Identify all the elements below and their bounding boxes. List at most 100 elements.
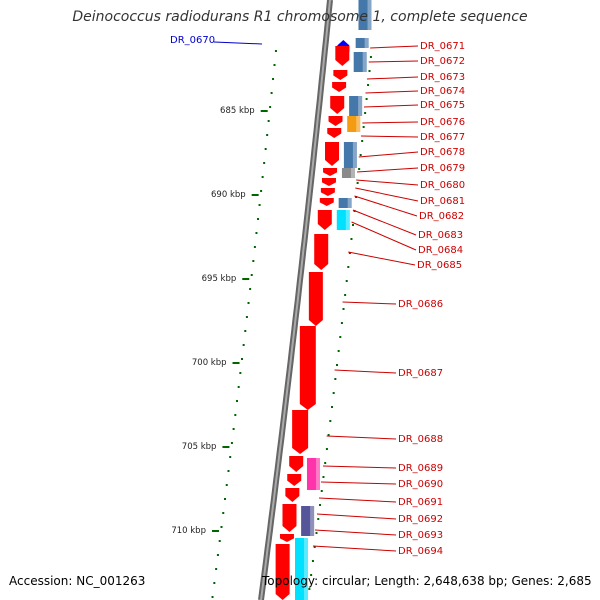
gene-label: DR_0677 (420, 132, 465, 143)
inner-tick (327, 434, 330, 436)
inner-tick (350, 238, 353, 240)
gene-arrow-forward (317, 210, 332, 230)
inner-tick (362, 126, 365, 128)
inner-tick (315, 532, 318, 534)
inner-tick (310, 574, 313, 576)
outer-tick (255, 232, 258, 234)
inner-tick (308, 588, 311, 590)
gene-arrows (275, 40, 350, 600)
leader-line (354, 195, 418, 217)
accession-text: Accession: NC_001263 (9, 574, 146, 588)
outer-tick (230, 442, 233, 444)
inner-tick (325, 448, 328, 450)
feature-bar (358, 0, 372, 30)
outer-tick (247, 302, 250, 304)
inner-tick (320, 490, 323, 492)
gene-arrow-forward (328, 116, 343, 126)
outer-tick (269, 106, 272, 108)
inner-tick (332, 392, 335, 394)
feature-bar-shade (352, 142, 357, 168)
outer-tick (244, 330, 247, 332)
leader-line (326, 435, 397, 440)
outer-tick (258, 204, 261, 206)
feature-bar (301, 506, 315, 536)
leader-line (358, 151, 419, 158)
inner-tick (311, 560, 314, 562)
gene-label: DR_0685 (417, 260, 462, 271)
gene-label: DR_0683 (418, 230, 463, 241)
gene-arrow-forward (308, 272, 323, 326)
inner-tick (334, 378, 337, 380)
outer-tick (218, 540, 221, 542)
feature-bar-shade (345, 210, 350, 230)
leader-line (352, 209, 417, 236)
feature-bar (336, 210, 350, 230)
feature-bar-shade (364, 38, 369, 48)
leader-line (355, 187, 419, 202)
gene-label: DR_0676 (420, 117, 465, 128)
scale-label: 700 kbp (192, 358, 227, 368)
outer-tick (211, 596, 214, 598)
feature-bar (355, 38, 369, 48)
inner-tick (331, 406, 333, 408)
scale-label: 685 kbp (220, 106, 255, 116)
feature-bar-shade (350, 168, 355, 178)
inner-tick (313, 546, 316, 548)
inner-tick (344, 294, 347, 296)
gene-label: DR_0686 (398, 299, 443, 310)
feature-bar-shade (358, 96, 363, 116)
chromosome-backbone (258, 0, 333, 600)
gene-label: DR_0688 (398, 434, 443, 445)
feature-bar-shade (310, 506, 315, 536)
outer-tick (222, 512, 225, 514)
outer-tick (227, 470, 230, 472)
inner-tick (361, 140, 364, 142)
major-tick (242, 278, 250, 280)
inner-tick (359, 154, 362, 156)
inner-tick (342, 308, 345, 310)
inner-tick (356, 182, 359, 184)
gene-label: DR_0689 (398, 463, 443, 474)
gene-arrow-forward (320, 188, 335, 196)
outer-tick (242, 344, 245, 346)
outer-tick (261, 176, 264, 178)
leader-line (362, 121, 419, 124)
major-tick (211, 530, 219, 532)
feature-bar-shade (347, 198, 352, 208)
gene-label: DR_0684 (418, 245, 463, 256)
gene-arrow-forward (314, 234, 329, 270)
leader-line (322, 465, 397, 469)
outer-tick (223, 498, 226, 500)
gene-label: DR_0675 (420, 100, 465, 111)
major-tick (251, 194, 259, 196)
gene-label: DR_0681 (420, 196, 465, 207)
inner-tick (365, 98, 368, 100)
leader-line (366, 76, 419, 80)
inner-tick (317, 518, 320, 520)
outer-tick (273, 64, 276, 66)
inner-tick (322, 476, 325, 478)
inner-tick (329, 420, 332, 422)
inner-tick (367, 84, 370, 86)
feature-bar (341, 168, 355, 178)
inner-tick (318, 504, 321, 506)
leader-line (312, 545, 397, 552)
scale-label: 690 kbp (211, 190, 246, 200)
gene-label: DR_0692 (398, 514, 443, 525)
major-tick (232, 362, 240, 364)
outer-tick (236, 400, 238, 402)
leader-line (314, 529, 397, 536)
outer-tick (264, 148, 267, 150)
feature-bar (306, 458, 320, 490)
feature-bar (349, 96, 363, 116)
outer-tick (267, 120, 270, 122)
inner-tick (345, 280, 348, 282)
gene-arrow-forward (299, 326, 316, 410)
gene-label: DR_0673 (420, 72, 465, 83)
gene-arrow-forward (333, 70, 348, 80)
scale-label: 705 kbp (182, 442, 217, 452)
leader-line (348, 251, 416, 266)
outer-scale-ticks (211, 50, 277, 598)
outer-tick (215, 568, 218, 570)
